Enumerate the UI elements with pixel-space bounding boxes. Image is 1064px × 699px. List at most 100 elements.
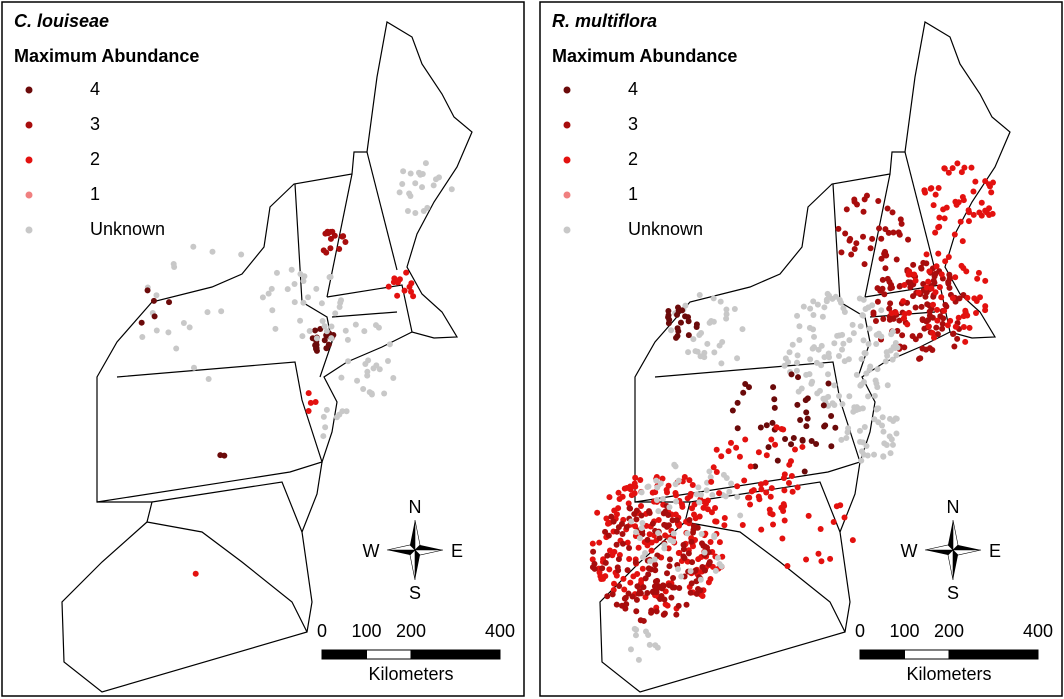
- occurrence-dot: [860, 233, 867, 240]
- occurrence-dot: [742, 380, 749, 387]
- occurrence-dot: [747, 501, 754, 508]
- occurrence-dot: [360, 385, 367, 392]
- occurrence-dot: [844, 429, 851, 436]
- occurrence-dot: [960, 324, 967, 331]
- occurrence-dot: [616, 496, 623, 503]
- occurrence-dot: [781, 517, 788, 524]
- occurrence-dot: [841, 514, 848, 521]
- occurrence-dot: [954, 335, 961, 342]
- occurrence-dot: [938, 271, 945, 278]
- occurrence-dot: [385, 283, 392, 290]
- occurrence-dot: [942, 258, 949, 265]
- occurrence-dot: [342, 327, 349, 334]
- occurrence-dot: [713, 446, 720, 453]
- occurrence-dot: [810, 298, 817, 305]
- occurrence-dot: [668, 594, 675, 601]
- occurrence-dot: [770, 384, 777, 391]
- occurrence-dot: [881, 440, 888, 447]
- panel-title: C. louiseae: [14, 11, 109, 31]
- panel-frame: [1, 1, 525, 697]
- occurrence-dot: [878, 333, 885, 340]
- occurrence-dot: [723, 474, 730, 481]
- occurrence-dot: [765, 444, 772, 451]
- occurrence-dot: [949, 295, 956, 302]
- occurrence-dot: [803, 423, 810, 430]
- occurrence-dot: [952, 274, 959, 281]
- occurrence-dot: [619, 531, 626, 538]
- occurrence-dot: [695, 484, 702, 491]
- occurrence-dot: [704, 340, 711, 347]
- state-border: [864, 173, 891, 298]
- compass-w: W: [901, 541, 918, 561]
- occurrence-dot: [874, 384, 881, 391]
- occurrence-dot: [958, 262, 965, 269]
- occurrence-dot: [666, 582, 673, 589]
- occurrence-dot: [668, 327, 675, 334]
- occurrence-dot: [695, 585, 702, 592]
- occurrence-dot: [778, 425, 785, 432]
- occurrence-dot: [827, 555, 834, 562]
- occurrence-dot: [300, 299, 307, 306]
- occurrence-dot: [714, 554, 721, 561]
- occurrence-dot: [205, 375, 212, 382]
- occurrence-dot: [629, 593, 636, 600]
- occurrence-dot: [615, 505, 622, 512]
- occurrence-dot: [943, 303, 950, 310]
- occurrence-dot: [608, 513, 615, 520]
- occurrence-dot: [955, 314, 962, 321]
- occurrence-dot: [740, 389, 747, 396]
- occurrence-dot: [802, 397, 809, 404]
- occurrence-dot: [613, 601, 620, 608]
- occurrence-dot: [939, 320, 946, 327]
- occurrence-dot: [832, 424, 839, 431]
- occurrence-dot: [978, 199, 985, 206]
- occurrence-dot: [863, 370, 870, 377]
- occurrence-dot: [972, 178, 979, 185]
- occurrence-dot: [803, 409, 810, 416]
- occurrence-dot: [680, 546, 687, 553]
- occurrence-dot: [879, 276, 886, 283]
- occurrence-dot: [847, 235, 854, 242]
- occurrence-dot: [940, 315, 947, 322]
- occurrence-dot: [936, 284, 943, 291]
- occurrence-dot: [679, 503, 686, 510]
- occurrence-dot: [821, 304, 828, 311]
- occurrence-dot: [654, 644, 661, 651]
- occurrence-dot: [741, 477, 748, 484]
- occurrence-dot: [665, 308, 672, 315]
- occurrence-dot: [717, 298, 724, 305]
- occurrence-dot: [894, 344, 901, 351]
- occurrence-dot: [354, 377, 361, 384]
- occurrence-dot: [718, 360, 725, 367]
- occurrence-dot: [932, 289, 939, 296]
- occurrence-dot: [970, 188, 977, 195]
- occurrence-dot: [910, 261, 917, 268]
- occurrence-dot: [626, 544, 633, 551]
- occurrence-dot: [846, 393, 853, 400]
- occurrence-dot: [861, 424, 868, 431]
- state-border: [96, 361, 323, 503]
- occurrence-dot: [804, 415, 811, 422]
- occurrence-dot: [929, 314, 936, 321]
- occurrence-dot: [627, 483, 634, 490]
- occurrence-dot: [951, 231, 958, 238]
- occurrence-dot: [665, 545, 672, 552]
- occurrence-dot: [403, 269, 410, 276]
- occurrence-dot: [768, 436, 775, 443]
- occurrence-dot: [946, 271, 953, 278]
- occurrence-dot: [781, 502, 788, 509]
- occurrence-dot: [721, 522, 728, 529]
- occurrence-dot: [853, 371, 860, 378]
- occurrence-dot: [604, 552, 611, 559]
- occurrence-dot: [736, 453, 743, 460]
- occurrence-dot: [644, 536, 651, 543]
- occurrence-dot: [945, 254, 952, 261]
- occurrence-dot: [912, 304, 919, 311]
- occurrence-dot: [886, 305, 893, 312]
- occurrence-dot: [644, 484, 651, 491]
- occurrence-dot: [655, 508, 662, 515]
- occurrence-dot: [625, 500, 632, 507]
- occurrence-dot: [871, 392, 878, 399]
- occurrence-dot: [934, 317, 941, 324]
- occurrence-dot: [153, 327, 160, 334]
